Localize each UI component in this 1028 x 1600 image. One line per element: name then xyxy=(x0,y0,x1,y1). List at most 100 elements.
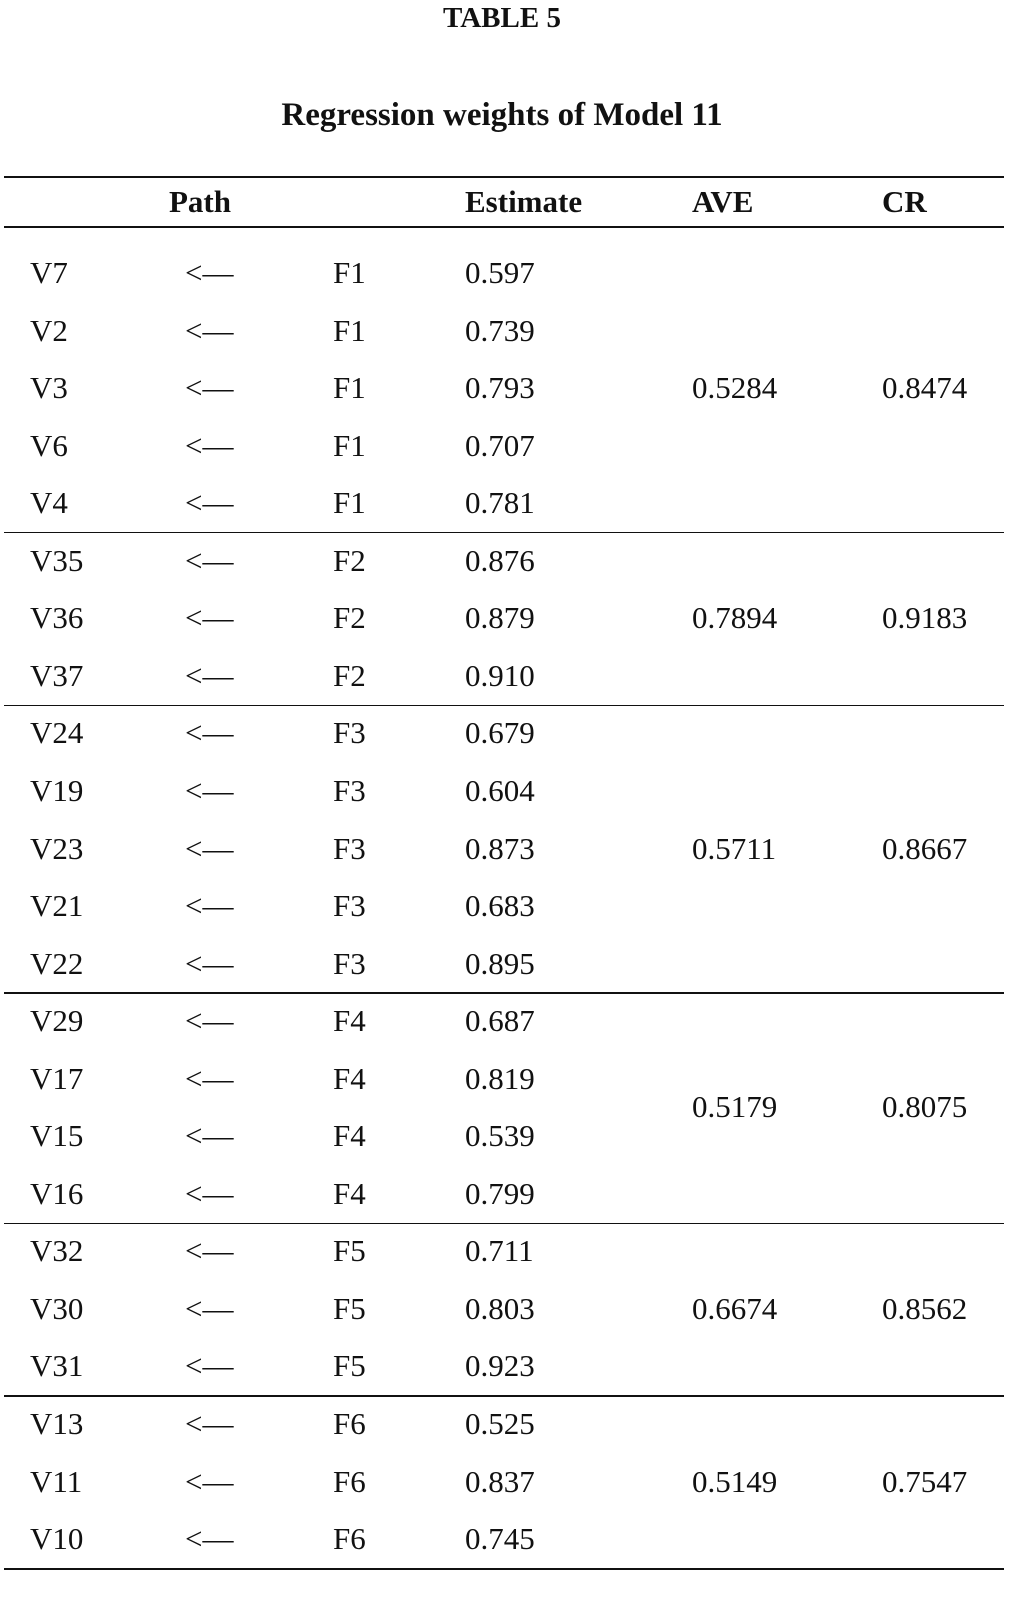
cell: V24 xyxy=(30,715,84,751)
cell: <— xyxy=(185,657,234,693)
cell: <— xyxy=(185,370,234,406)
cell: F1 xyxy=(333,370,366,406)
cell: 0.679 xyxy=(465,715,535,751)
cell: 0.711 xyxy=(465,1233,534,1269)
cr-cell: 0.7547 xyxy=(882,1463,968,1499)
cell: V32 xyxy=(30,1233,84,1269)
cell: <— xyxy=(185,1233,234,1269)
cell: V3 xyxy=(30,370,68,406)
cell: V16 xyxy=(30,1175,84,1211)
cell: V11 xyxy=(30,1463,83,1499)
cell: <— xyxy=(185,1003,234,1039)
cell: F3 xyxy=(333,772,366,808)
table-title: TABLE 5 xyxy=(443,2,561,34)
cr-cell: 0.8075 xyxy=(882,1089,968,1125)
table-caption: Regression weights of Model 11 xyxy=(281,97,723,133)
cell: 0.707 xyxy=(465,427,535,463)
cell: <— xyxy=(185,1521,234,1557)
cell: V17 xyxy=(30,1060,84,1096)
cell: F2 xyxy=(333,600,366,636)
cell: F4 xyxy=(333,1060,366,1096)
cell: V13 xyxy=(30,1406,84,1441)
cell: <— xyxy=(185,255,234,290)
cell: F5 xyxy=(333,1290,366,1326)
cell: F6 xyxy=(333,1521,366,1557)
cell: V37 xyxy=(30,657,84,693)
group-rule xyxy=(4,531,1004,534)
cell: F4 xyxy=(333,1003,366,1039)
header-cell: Estimate xyxy=(465,184,583,219)
group-rule xyxy=(4,992,1004,994)
cell: F2 xyxy=(333,542,366,578)
cell: V10 xyxy=(30,1521,84,1557)
cell: 0.604 xyxy=(465,772,535,808)
cell: F3 xyxy=(333,830,366,866)
cell: 0.745 xyxy=(465,1521,535,1557)
cell: <— xyxy=(185,1290,234,1326)
cell: 0.819 xyxy=(465,1060,535,1096)
cell: F6 xyxy=(333,1463,366,1499)
cell: 0.873 xyxy=(465,830,535,866)
cell: F5 xyxy=(333,1348,366,1384)
cell: V35 xyxy=(30,542,84,578)
cell: 0.799 xyxy=(465,1175,535,1211)
cell: F6 xyxy=(333,1406,366,1441)
cr-cell: 0.8562 xyxy=(882,1290,968,1326)
cell: 0.683 xyxy=(465,888,535,924)
cell: 0.879 xyxy=(465,600,535,636)
cell: V6 xyxy=(30,427,68,463)
cell: F1 xyxy=(333,427,366,463)
group-rule xyxy=(4,1567,1004,1570)
cell: 0.837 xyxy=(465,1463,535,1499)
cell: 0.876 xyxy=(465,542,535,578)
cell: F4 xyxy=(333,1118,366,1154)
header-cell: AVE xyxy=(692,184,754,219)
cell: 0.793 xyxy=(465,370,535,406)
cell: F1 xyxy=(333,255,366,290)
cr-cell: 0.9183 xyxy=(882,600,968,636)
cell: F2 xyxy=(333,657,366,693)
cell: V4 xyxy=(30,485,68,521)
ave-cell: 0.5179 xyxy=(692,1089,778,1125)
group-rule xyxy=(4,704,1004,707)
group-rule xyxy=(4,1222,1004,1225)
header-rule xyxy=(4,226,1004,228)
header-cell: CR xyxy=(882,184,927,219)
cell: 0.525 xyxy=(465,1406,535,1441)
cell: <— xyxy=(185,1175,234,1211)
cell: <— xyxy=(185,772,234,808)
header-cell: Path xyxy=(169,184,231,219)
cell: <— xyxy=(185,542,234,578)
cell: 0.781 xyxy=(465,485,535,521)
cell: <— xyxy=(185,945,234,981)
cell: V23 xyxy=(30,830,84,866)
ave-cell: 0.6674 xyxy=(692,1290,778,1326)
cell: F3 xyxy=(333,888,366,924)
cell: F3 xyxy=(333,945,366,981)
ave-cell: 0.7894 xyxy=(692,600,778,636)
cell: V21 xyxy=(30,888,84,924)
cell: 0.539 xyxy=(465,1118,535,1154)
cell: V22 xyxy=(30,945,84,981)
cell: <— xyxy=(185,715,234,751)
cell: V19 xyxy=(30,772,84,808)
cell: <— xyxy=(185,600,234,636)
cell: <— xyxy=(185,312,234,348)
cell: 0.895 xyxy=(465,945,535,981)
cell: <— xyxy=(185,1463,234,1499)
cell: 0.803 xyxy=(465,1290,535,1326)
cell: F1 xyxy=(333,485,366,521)
group-rule xyxy=(4,1395,1004,1397)
cell: <— xyxy=(185,888,234,924)
top-rule xyxy=(4,176,1004,178)
cell: V31 xyxy=(30,1348,84,1384)
cell: <— xyxy=(185,1118,234,1154)
cell: <— xyxy=(185,1348,234,1384)
cell: F4 xyxy=(333,1175,366,1211)
cell: V7 xyxy=(30,255,68,290)
cell: <— xyxy=(185,1060,234,1096)
cell: V30 xyxy=(30,1290,84,1326)
cell: <— xyxy=(185,1406,234,1441)
cell: F5 xyxy=(333,1233,366,1269)
